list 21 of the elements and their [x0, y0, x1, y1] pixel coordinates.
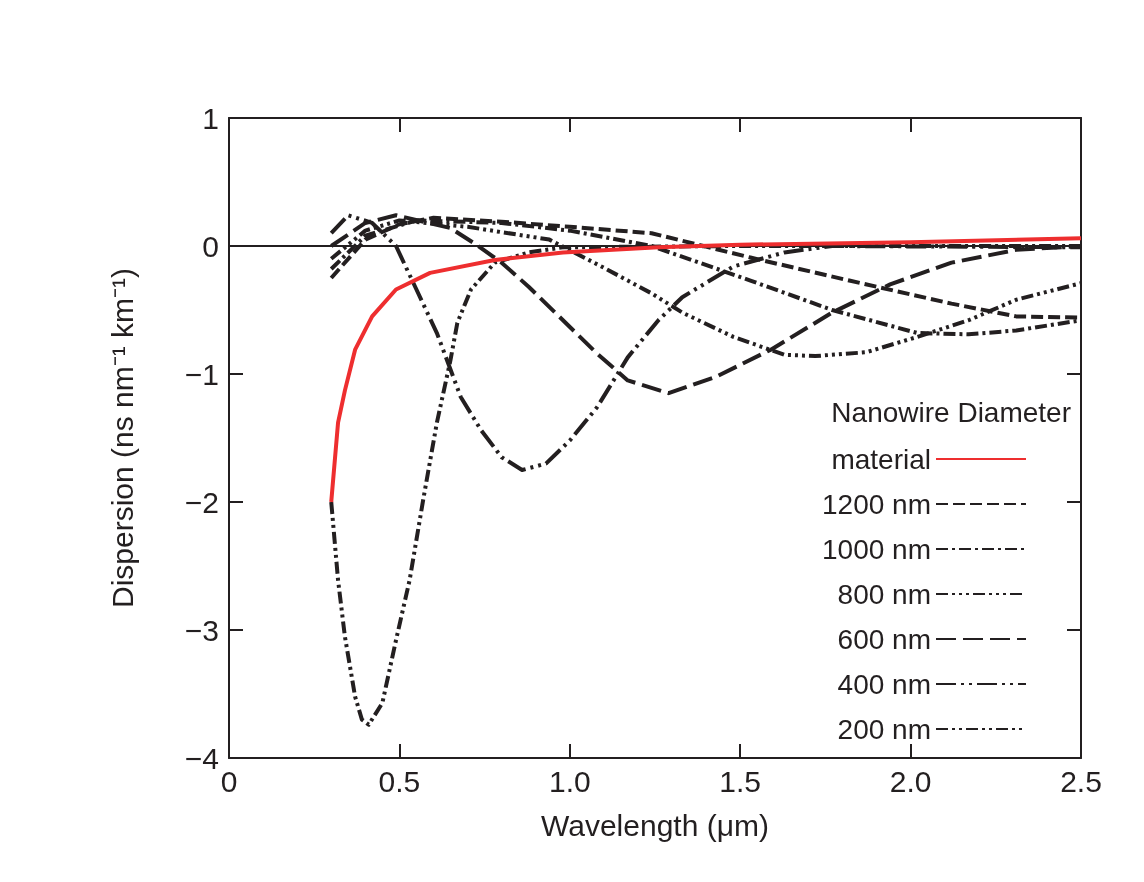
legend-label: 1000 nm	[822, 533, 931, 565]
legend-label: 400 nm	[837, 668, 931, 700]
y-tick-label: −1	[184, 357, 219, 391]
legend-title: Nanowire Diameter	[831, 396, 1071, 428]
y-tick-label: 1	[202, 101, 219, 135]
legend-label: 800 nm	[837, 578, 931, 610]
legend-label: 1200 nm	[822, 488, 931, 520]
legend-label: material	[831, 443, 931, 475]
x-tick-label: 2.0	[889, 764, 932, 798]
y-tick-label: −3	[184, 613, 219, 647]
x-tick-label: 2.5	[1060, 764, 1102, 798]
y-tick-label: −4	[184, 741, 219, 775]
x-tick-label: 0.5	[378, 764, 421, 798]
y-tick-label: 0	[202, 229, 219, 263]
x-tick-label: 1.0	[548, 764, 591, 798]
x-axis-title: Wavelength (μm)	[541, 808, 769, 842]
legend-label: 200 nm	[837, 713, 931, 745]
y-tick-label: −2	[184, 485, 219, 519]
legend-label: 600 nm	[837, 623, 931, 655]
x-tick-label: 1.5	[719, 764, 762, 798]
y-axis-title: Dispersion (ns nm⁻¹ km⁻¹)	[105, 267, 139, 609]
